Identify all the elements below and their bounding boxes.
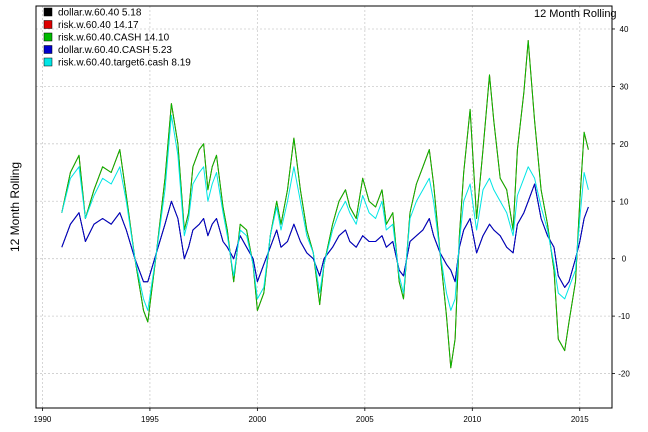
x-axis: 1990 1995 2000 2005 2010 2015 xyxy=(34,408,589,424)
x-tick-label: 1990 xyxy=(34,415,52,424)
legend-swatch xyxy=(43,20,53,29)
series-lines xyxy=(61,40,589,369)
chart-title: 12 Month Rolling xyxy=(534,8,617,20)
plot-frame xyxy=(35,5,613,409)
y-axis-label: 12 Month Rolling xyxy=(8,162,22,252)
y-tick-label: 40 xyxy=(620,25,629,34)
series-line-1 xyxy=(61,183,589,288)
legend-swatch xyxy=(43,57,53,67)
legend-label: risk.w.60.40 14.17 xyxy=(58,20,139,31)
legend-label: risk.w.60.40.CASH 14.10 xyxy=(58,33,170,44)
y-tick-label: 10 xyxy=(620,197,629,206)
series-line-4 xyxy=(61,183,589,288)
x-tick-label: 2005 xyxy=(356,415,374,424)
legend-swatch xyxy=(43,32,53,42)
y-tick-label: -20 xyxy=(618,370,630,379)
y-tick-label: 0 xyxy=(622,255,627,264)
series-line-5 xyxy=(61,114,589,311)
y-axis: -20 -10 0 10 20 30 40 xyxy=(612,25,630,379)
x-tick-label: 2015 xyxy=(571,415,589,424)
legend-label: dollar.w.60.40.CASH 5.23 xyxy=(58,45,172,56)
x-tick-label: 1995 xyxy=(141,415,159,424)
legend-label: dollar.w.60.40 5.18 xyxy=(58,8,142,19)
x-tick-label: 2000 xyxy=(248,415,266,424)
y-tick-label: -10 xyxy=(618,312,630,321)
y-tick-label: 30 xyxy=(620,82,629,91)
legend-swatch xyxy=(43,7,53,17)
legend-label: risk.w.60.40.target6.cash 8.19 xyxy=(58,58,191,69)
series-line-3 xyxy=(61,40,589,369)
x-tick-label: 2010 xyxy=(463,415,481,424)
legend-swatch xyxy=(43,45,53,54)
y-tick-label: 20 xyxy=(620,140,629,149)
